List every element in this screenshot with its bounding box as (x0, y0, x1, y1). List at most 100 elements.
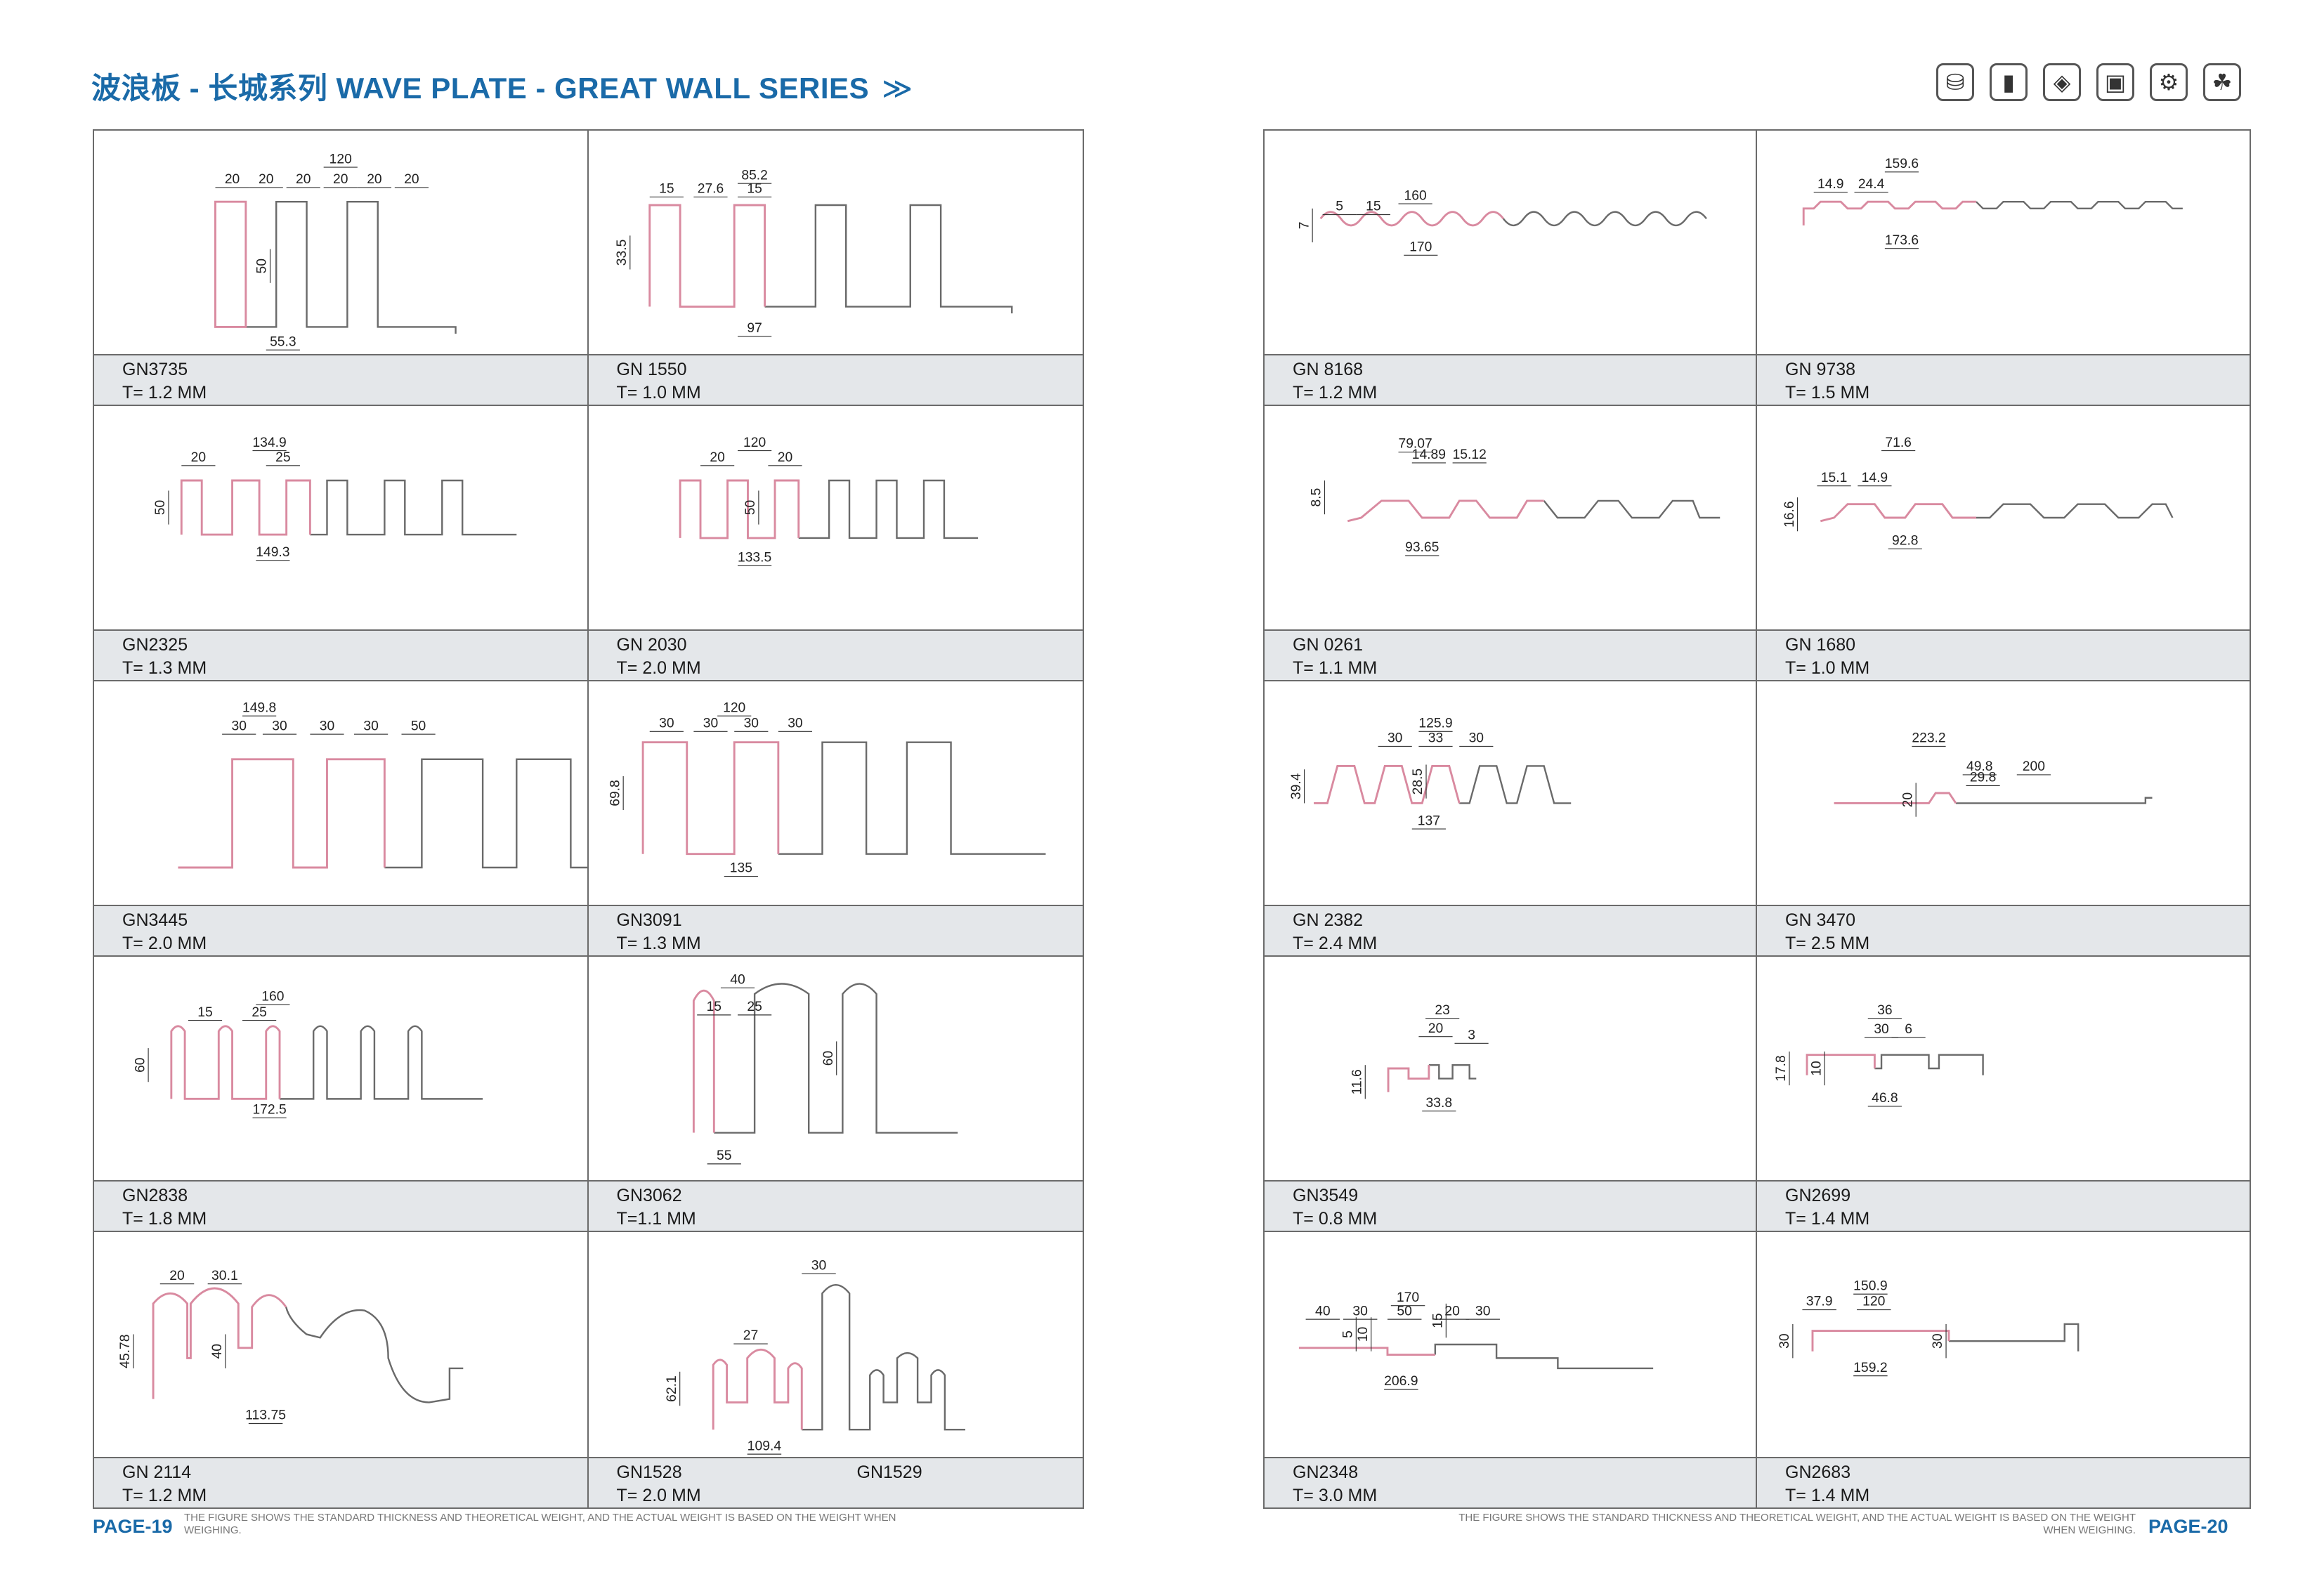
profile-svg: 125.9 30 33 30 39.4 28.5 137 (1289, 716, 1572, 830)
product-thickness: T= 1.5 MM (1785, 383, 1870, 403)
profile-svg: 20 30.1 45.78 40 113.75 (117, 1268, 464, 1425)
profile-svg: 71.6 15.1 14.9 16.6 92.8 (1782, 436, 2174, 549)
product-code: GN 9738 (1785, 360, 1856, 379)
product-code: GN 8168 (1293, 360, 1364, 379)
profile-svg: 40 15 25 60 55 (692, 973, 958, 1165)
product-code: GN 2030 (616, 635, 687, 655)
product-cell: 134.9 20 25 50 149.3 GN2325 T= 1.3 MM (94, 406, 589, 681)
dimension-label: 79.07 (1398, 437, 1432, 452)
product-thickness: T= 2.5 MM (1785, 934, 1870, 953)
profile-svg: 36 30 6 17.8 10 46.8 (1774, 1003, 1984, 1107)
product-thickness: T= 1.0 MM (616, 383, 701, 403)
dimension-label: 27.6 (697, 182, 724, 197)
dimension-label: 30 (1352, 1303, 1368, 1318)
product-cell: 85.2 15 27.6 15 33.5 97 GN 1550 T= 1.0 MM (588, 131, 1083, 406)
profile-outline (778, 741, 1045, 855)
page-number-right: PAGE-20 (2148, 1516, 2228, 1537)
product-cell: 223.2 49.8 29.8 200 20 GN 3470 T= 2.5 MM (1757, 681, 2250, 957)
pallet-icon: ⛁ (1936, 63, 1974, 101)
dimension-label: 40 (730, 973, 745, 988)
profile-highlight (170, 1025, 281, 1100)
product-caption: GN2325 T= 1.3 MM (94, 629, 587, 680)
product-code: GN1528 (616, 1463, 682, 1482)
product-caption: GN 1550 T= 1.0 MM (588, 354, 1083, 405)
product-code: GN2325 (122, 635, 188, 655)
profile-outline (713, 983, 958, 1134)
dimension-label: 120 (329, 152, 352, 166)
dimension-label: 120 (743, 436, 766, 450)
profile-highlight (1314, 765, 1461, 804)
product-thickness: T= 2.4 MM (1293, 934, 1378, 953)
profile-outline (1956, 797, 2153, 804)
board-icon: ◈ (2043, 63, 2081, 101)
product-thickness: T= 2.0 MM (616, 658, 701, 678)
dimension-label: 20 (191, 450, 206, 465)
dimension-label: 200 (2023, 759, 2045, 774)
dimension-label: 170 (1409, 240, 1432, 255)
dimension-label: 5 (1336, 199, 1343, 214)
dimension-label: 29.8 (1970, 771, 1997, 785)
dimension-label: 30.1 (211, 1268, 238, 1283)
dimension-label: 20 (367, 172, 381, 187)
dimension-label: 45.78 (117, 1334, 133, 1368)
dimension-label: 33 (1428, 731, 1443, 746)
dimension-label: 25 (275, 450, 290, 465)
profile-outline (1434, 1343, 1654, 1370)
profile-outline (1428, 1064, 1477, 1080)
profile-outline (245, 200, 457, 334)
product-cell: 160 5 15 7 170 GN 8168 T= 1.2 MM (1265, 131, 1757, 406)
category-icons: ⛁ ▮ ◈ ▣ ⚙ ☘ (1936, 63, 2241, 101)
dimension-label: 30 (743, 716, 758, 731)
dimension-label: 14.9 (1817, 177, 1844, 192)
product-code: GN3735 (122, 360, 188, 379)
profile-drawing: 149.8 30 30 30 30 50 (94, 681, 587, 905)
profile-svg: 160 5 15 7 170 (1297, 188, 1707, 256)
profile-outline (1976, 200, 2183, 210)
product-caption: GN3445 T= 2.0 MM (94, 905, 587, 955)
dimension-label: 135 (729, 861, 752, 876)
profile-highlight (692, 989, 715, 1133)
dimension-label: 24.4 (1858, 177, 1885, 192)
profile-drawing: 223.2 49.8 29.8 200 20 (1757, 681, 2250, 905)
dimension-label: 15 (1366, 199, 1380, 214)
dimension-label: 25 (747, 1000, 762, 1014)
dimension-label: 30 (1475, 1303, 1491, 1318)
product-thickness: T= 1.4 MM (1785, 1209, 1870, 1229)
product-caption: GN 1680 T= 1.0 MM (1757, 629, 2250, 680)
dimension-label: 8.5 (1310, 488, 1324, 507)
dimension-label: 50 (255, 259, 270, 273)
product-thickness: T= 1.2 MM (122, 1486, 207, 1505)
dimension-label: 93.65 (1405, 540, 1439, 555)
dimension-label: 17.8 (1774, 1055, 1789, 1082)
product-code: GN2699 (1785, 1186, 1851, 1205)
product-caption: GN 2382 T= 2.4 MM (1265, 905, 1756, 955)
product-cell: 40 15 25 60 55 GN3062 T=1.1 MM (588, 957, 1083, 1232)
dimension-label: 170 (1397, 1290, 1420, 1305)
profile-highlight (1820, 503, 1976, 523)
profile-outline (280, 1025, 483, 1100)
profile-drawing: 170 40 30 50 20 30 5 10 15 206.9 (1265, 1232, 1756, 1457)
product-caption: GN 2030 T= 2.0 MM (588, 629, 1083, 680)
dimension-label: 206.9 (1384, 1373, 1418, 1389)
product-caption: GN3735 T= 1.2 MM (94, 354, 587, 405)
dimension-label: 15 (747, 182, 762, 197)
profile-outline (1459, 765, 1572, 804)
dimension-label: 40 (209, 1344, 225, 1359)
page-number-left: PAGE-19 (93, 1516, 173, 1537)
dimension-label: 50 (743, 500, 758, 515)
product-cell: 36 30 6 17.8 10 46.8 GN2699 T= 1.4 MM (1757, 957, 2250, 1232)
dimension-label: 14.89 (1412, 447, 1446, 462)
dimension-label: 149.8 (242, 700, 276, 715)
profile-highlight (679, 479, 799, 539)
footer-note-right: THE FIGURE SHOWS THE STANDARD THICKNESS … (1458, 1512, 2136, 1536)
profile-highlight (152, 1287, 287, 1399)
dimension-label: 20 (1900, 792, 1915, 807)
profile-highlight (1802, 200, 1976, 225)
product-thickness: T= 1.4 MM (1785, 1486, 1870, 1505)
product-cell: 120 20 20 20 20 20 20 50 55.3 GN3735 T= 1.2 MM (94, 131, 589, 406)
product-code: GN 3470 (1785, 910, 1856, 930)
dimension-label: 25 (252, 1005, 266, 1020)
dimension-label: 20 (225, 172, 240, 187)
product-caption: GN2683 T= 1.4 MM (1757, 1457, 2250, 1507)
